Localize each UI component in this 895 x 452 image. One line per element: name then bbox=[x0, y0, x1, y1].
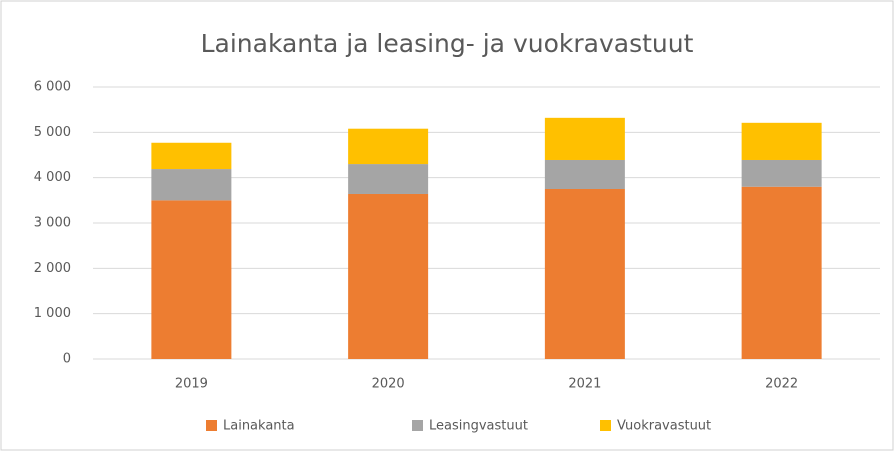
x-tick-label: 2020 bbox=[372, 377, 405, 392]
bar-segment bbox=[348, 128, 429, 165]
bar-segment bbox=[151, 169, 232, 201]
bar-segment bbox=[151, 142, 232, 170]
bar-segment bbox=[544, 189, 625, 359]
legend-label: Lainakanta bbox=[223, 419, 295, 434]
bar-segment bbox=[741, 122, 822, 160]
bar-segment bbox=[544, 117, 625, 160]
bar-segment bbox=[741, 186, 822, 359]
legend-swatch bbox=[206, 420, 217, 431]
x-tick-label: 2021 bbox=[568, 377, 601, 392]
bar-segment bbox=[741, 159, 822, 187]
y-tick-label: 6 000 bbox=[34, 80, 71, 95]
legend-label: Vuokravastuut bbox=[617, 419, 711, 434]
bar-segment bbox=[544, 159, 625, 189]
y-tick-label: 0 bbox=[63, 352, 71, 367]
x-tick-label: 2022 bbox=[765, 377, 798, 392]
y-tick-label: 1 000 bbox=[34, 306, 71, 321]
bar-segment bbox=[151, 200, 232, 359]
y-tick-label: 4 000 bbox=[34, 170, 71, 185]
legend-swatch bbox=[600, 420, 611, 431]
y-tick-label: 2 000 bbox=[34, 261, 71, 276]
bar-segment bbox=[348, 164, 429, 194]
chart-title: Lainakanta ja leasing- ja vuokravastuut bbox=[201, 29, 694, 58]
legend-swatch bbox=[412, 420, 423, 431]
y-tick-label: 3 000 bbox=[34, 216, 71, 231]
y-tick-label: 5 000 bbox=[34, 125, 71, 140]
bar-segment bbox=[348, 193, 429, 359]
legend-label: Leasingvastuut bbox=[429, 419, 528, 434]
x-tick-label: 2019 bbox=[175, 377, 208, 392]
